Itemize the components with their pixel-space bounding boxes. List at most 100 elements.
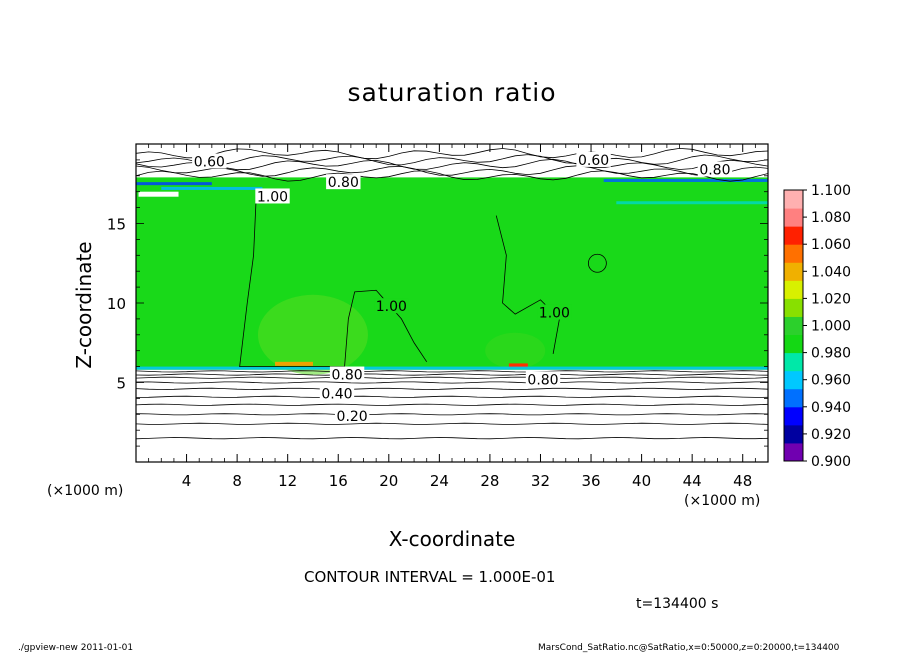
field-dry-wisp bbox=[138, 191, 179, 197]
field-edge-fringe bbox=[616, 201, 768, 205]
colorbar-swatch bbox=[784, 370, 803, 390]
contour-label: 1.00 bbox=[539, 306, 570, 322]
contour-line bbox=[135, 154, 769, 166]
colorbar-tick-label: 0.900 bbox=[811, 454, 851, 470]
field-warm-spot bbox=[508, 363, 528, 368]
colorbar-swatch bbox=[784, 208, 803, 227]
x-tick-label: 40 bbox=[632, 472, 651, 490]
contour-label: 0.60 bbox=[578, 153, 609, 169]
heatmap-field bbox=[136, 177, 768, 375]
contour-label-bg bbox=[334, 407, 370, 423]
colorbar-swatch bbox=[784, 442, 803, 462]
x-tick-label: 8 bbox=[232, 472, 242, 490]
y-tick-label: 15 bbox=[107, 216, 126, 234]
colorbar-swatch bbox=[784, 190, 803, 209]
contour-line bbox=[135, 403, 769, 406]
colorbar-swatch bbox=[784, 406, 803, 426]
x-axis-label: X-coordinate bbox=[388, 527, 516, 551]
contour-label-bg bbox=[525, 371, 561, 387]
contour-line bbox=[135, 376, 769, 379]
footer-source: MarsCond_SatRatio.nc@SatRatio,x=0:50000,… bbox=[538, 643, 840, 653]
colorbar-tick-label: 1.080 bbox=[811, 210, 851, 226]
colorbar-swatch bbox=[784, 334, 803, 354]
contour-line bbox=[135, 381, 768, 384]
contour-line bbox=[135, 165, 769, 177]
field-edge-fringe bbox=[136, 182, 212, 186]
x-tick-label: 24 bbox=[430, 472, 449, 490]
contour-label: 0.60 bbox=[194, 154, 225, 170]
contour-line bbox=[135, 395, 769, 398]
contour-line bbox=[239, 199, 345, 367]
x-tick-label: 48 bbox=[733, 472, 752, 490]
contour-lines bbox=[135, 147, 769, 440]
colorbar: 0.900 0.920 0.940 0.960 0.980 1.000 1.020 1.040… bbox=[783, 183, 851, 470]
contour-label: 0.80 bbox=[332, 368, 363, 384]
x-unit-label-right: (×1000 m) bbox=[684, 493, 761, 509]
x-tick-label: 12 bbox=[278, 472, 297, 490]
contour-label-bg bbox=[255, 188, 290, 204]
colorbar-swatch bbox=[784, 244, 803, 263]
contour-line bbox=[587, 253, 607, 273]
colorbar-swatch bbox=[784, 352, 803, 372]
chart-title: saturation ratio bbox=[347, 78, 557, 107]
contour-label: 0.80 bbox=[328, 175, 359, 191]
contour-label-bg bbox=[697, 161, 733, 177]
field-saturated-band bbox=[136, 177, 768, 370]
colorbar-tick-label: 0.920 bbox=[811, 427, 851, 443]
contour-label-bg bbox=[576, 151, 611, 167]
contour-label: 1.00 bbox=[376, 299, 407, 315]
contour-labels: 0.60 0.60 0.80 0.80 1.00 1.00 1.00 0.80 0.80 0.40… bbox=[192, 151, 733, 425]
field-edge-fringe bbox=[603, 178, 768, 182]
colorbar-tick-label: 1.100 bbox=[811, 183, 851, 199]
contour-line bbox=[135, 170, 769, 182]
contour-line bbox=[135, 373, 769, 376]
contour-label: 0.20 bbox=[337, 409, 368, 425]
colorbar-tick-label: 0.940 bbox=[811, 400, 851, 416]
contour-label-bg bbox=[374, 298, 409, 314]
contour-line bbox=[344, 289, 428, 367]
contour-label-bg bbox=[192, 153, 227, 169]
x-tick-label: 20 bbox=[379, 472, 398, 490]
colorbar-tick-label: 0.960 bbox=[811, 373, 851, 389]
colorbar-tick-label: 1.000 bbox=[811, 319, 851, 335]
colorbar-swatch bbox=[784, 262, 803, 281]
x-tick-label: 32 bbox=[531, 472, 550, 490]
x-tick-label: 16 bbox=[329, 472, 348, 490]
x-unit-label-left: (×1000 m) bbox=[47, 483, 124, 499]
time-label: t=134400 s bbox=[636, 596, 719, 612]
field-patch bbox=[257, 294, 368, 375]
contour-label-bg bbox=[329, 366, 365, 382]
field-warm-spot bbox=[275, 361, 313, 366]
contour-label: 0.40 bbox=[321, 387, 352, 403]
contour-line bbox=[135, 147, 769, 160]
contour-interval-label: CONTOUR INTERVAL = 1.000E-01 bbox=[304, 568, 556, 586]
field-edge-fringe bbox=[136, 366, 768, 370]
colorbar-swatch bbox=[784, 316, 803, 336]
contour-label: 1.00 bbox=[257, 189, 288, 205]
x-tick-label: 36 bbox=[581, 472, 600, 490]
contour-label: 0.80 bbox=[527, 372, 558, 388]
contour-label-bg bbox=[537, 304, 572, 320]
contour-label-bg bbox=[319, 385, 355, 401]
y-tick-label: 5 bbox=[116, 375, 126, 393]
field-patch bbox=[485, 332, 546, 369]
x-tick-label: 44 bbox=[683, 472, 702, 490]
colorbar-swatch bbox=[784, 226, 803, 245]
colorbar-tick-label: 1.040 bbox=[811, 264, 851, 280]
x-tick-label: 4 bbox=[182, 472, 192, 490]
colorbar-swatch bbox=[784, 424, 803, 444]
colorbar-tick-label: 1.060 bbox=[811, 237, 851, 253]
colorbar-swatch bbox=[784, 280, 803, 299]
colorbar-swatch bbox=[784, 298, 803, 317]
colorbar-tick-label: 0.980 bbox=[811, 346, 851, 362]
contour-line bbox=[135, 422, 769, 425]
contour-label: 0.80 bbox=[699, 162, 730, 178]
contour-line bbox=[135, 158, 769, 171]
y-tick-label: 10 bbox=[107, 295, 126, 313]
contour-line bbox=[135, 387, 769, 390]
contour-line bbox=[135, 437, 769, 440]
colorbar-swatch bbox=[784, 388, 803, 408]
